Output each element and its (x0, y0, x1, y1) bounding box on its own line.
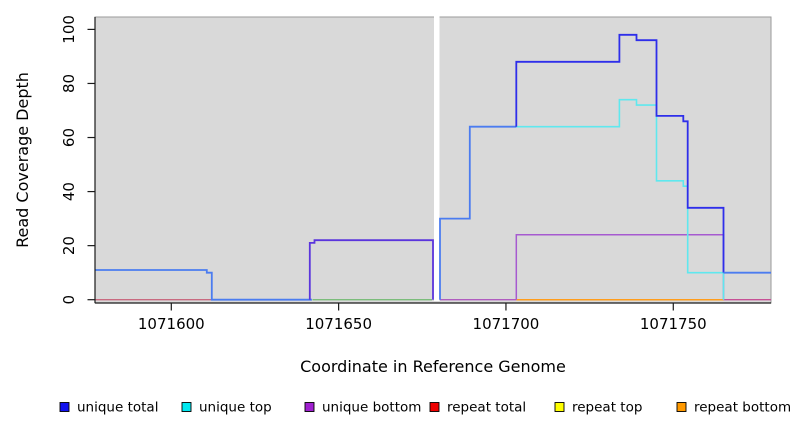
x-tick-label: 1071600 (138, 315, 205, 333)
legend-swatch-unique-bottom (304, 402, 315, 412)
legend-label-unique-total: unique total (77, 400, 158, 416)
legend-swatch-repeat-total (429, 402, 440, 412)
legend-label-repeat-total: repeat total (447, 400, 526, 416)
axes (94, 17, 771, 304)
legend-label-unique-bottom: unique bottom (322, 400, 421, 416)
x-tick-label: 1071750 (640, 315, 707, 333)
y-axis-label: Read Coverage Depth (13, 72, 32, 248)
trace-unique-total-peak (515, 33, 725, 273)
y-tick-label: 40 (60, 182, 78, 201)
y-tick-label: 80 (60, 74, 78, 93)
legend-label-repeat-bottom: repeat bottom (694, 400, 791, 416)
x-tick-label: 1071650 (305, 315, 372, 333)
trace-unique-top (516, 98, 725, 300)
legend-swatch-repeat-top (554, 402, 565, 412)
y-tick-label: 0 (60, 295, 78, 305)
series-lines (95, 33, 771, 301)
y-tick-label: 100 (60, 15, 78, 44)
x-axis-ticks: 1071600 1071650 1071700 1071750 (138, 303, 707, 333)
legend: unique total unique top unique bottom repea… (59, 400, 791, 416)
legend-label-repeat-top: repeat top (572, 400, 642, 416)
y-axis-ticks: 0 20 40 60 80 100 (60, 15, 95, 304)
x-tick-label: 1071700 (473, 315, 540, 333)
trace-unique-total-left (95, 269, 312, 301)
white-gap (434, 15, 440, 301)
legend-swatch-unique-total (59, 402, 70, 412)
x-axis-label: Coordinate in Reference Genome (300, 357, 566, 376)
coverage-gap-band (434, 15, 440, 301)
y-tick-label: 20 (60, 236, 78, 255)
legend-label-unique-top: unique top (199, 400, 272, 416)
trace-unique-total-rise (439, 125, 517, 300)
trace-unique-total-mid (308, 239, 434, 300)
legend-swatch-repeat-bottom (676, 402, 687, 412)
legend-swatch-unique-top (181, 402, 192, 412)
y-tick-label: 60 (60, 128, 78, 147)
